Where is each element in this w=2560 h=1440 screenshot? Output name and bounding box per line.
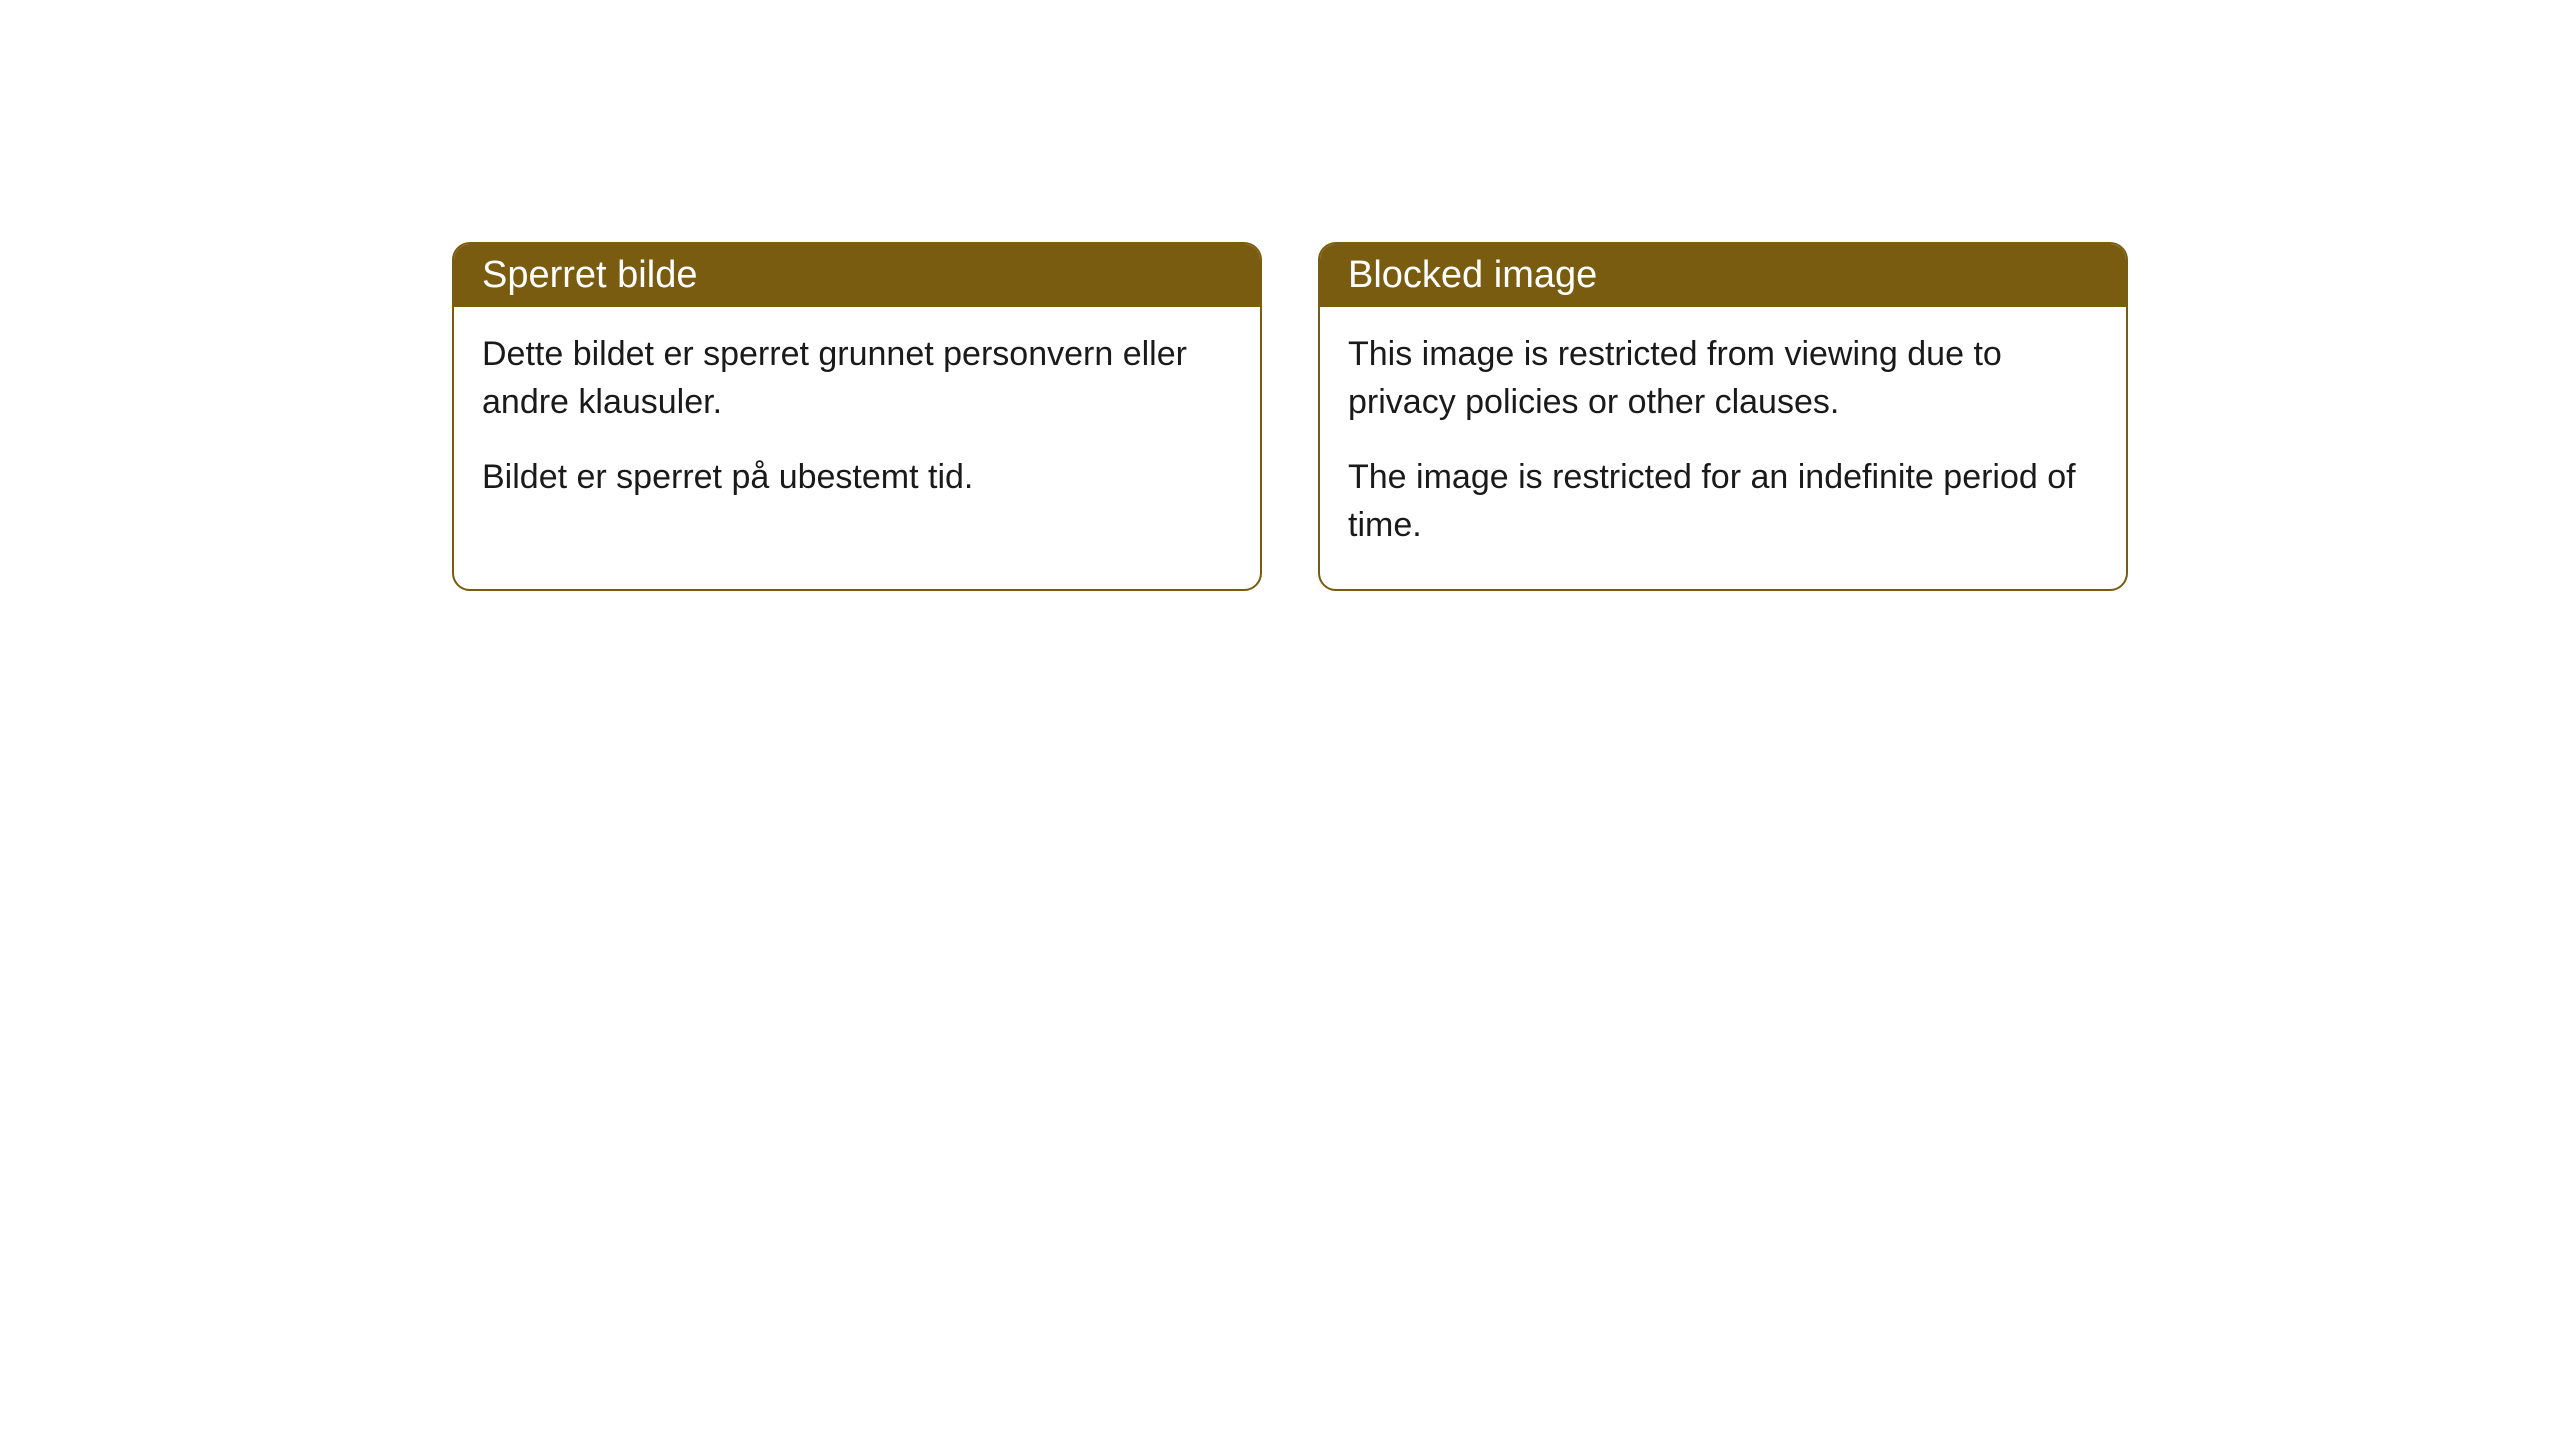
notice-card-english: Blocked image This image is restricted f… [1318, 242, 2128, 591]
notice-paragraph-2: The image is restricted for an indefinit… [1348, 454, 2098, 549]
notice-header: Sperret bilde [454, 244, 1260, 307]
notice-card-norwegian: Sperret bilde Dette bildet er sperret gr… [452, 242, 1262, 591]
notice-body: Dette bildet er sperret grunnet personve… [454, 307, 1260, 542]
notice-paragraph-1: Dette bildet er sperret grunnet personve… [482, 331, 1232, 426]
notice-header: Blocked image [1320, 244, 2126, 307]
notice-title: Sperret bilde [482, 254, 697, 296]
notice-paragraph-1: This image is restricted from viewing du… [1348, 331, 2098, 426]
notice-title: Blocked image [1348, 254, 1597, 296]
notice-container: Sperret bilde Dette bildet er sperret gr… [0, 0, 2560, 591]
notice-paragraph-2: Bildet er sperret på ubestemt tid. [482, 454, 1232, 502]
notice-body: This image is restricted from viewing du… [1320, 307, 2126, 589]
